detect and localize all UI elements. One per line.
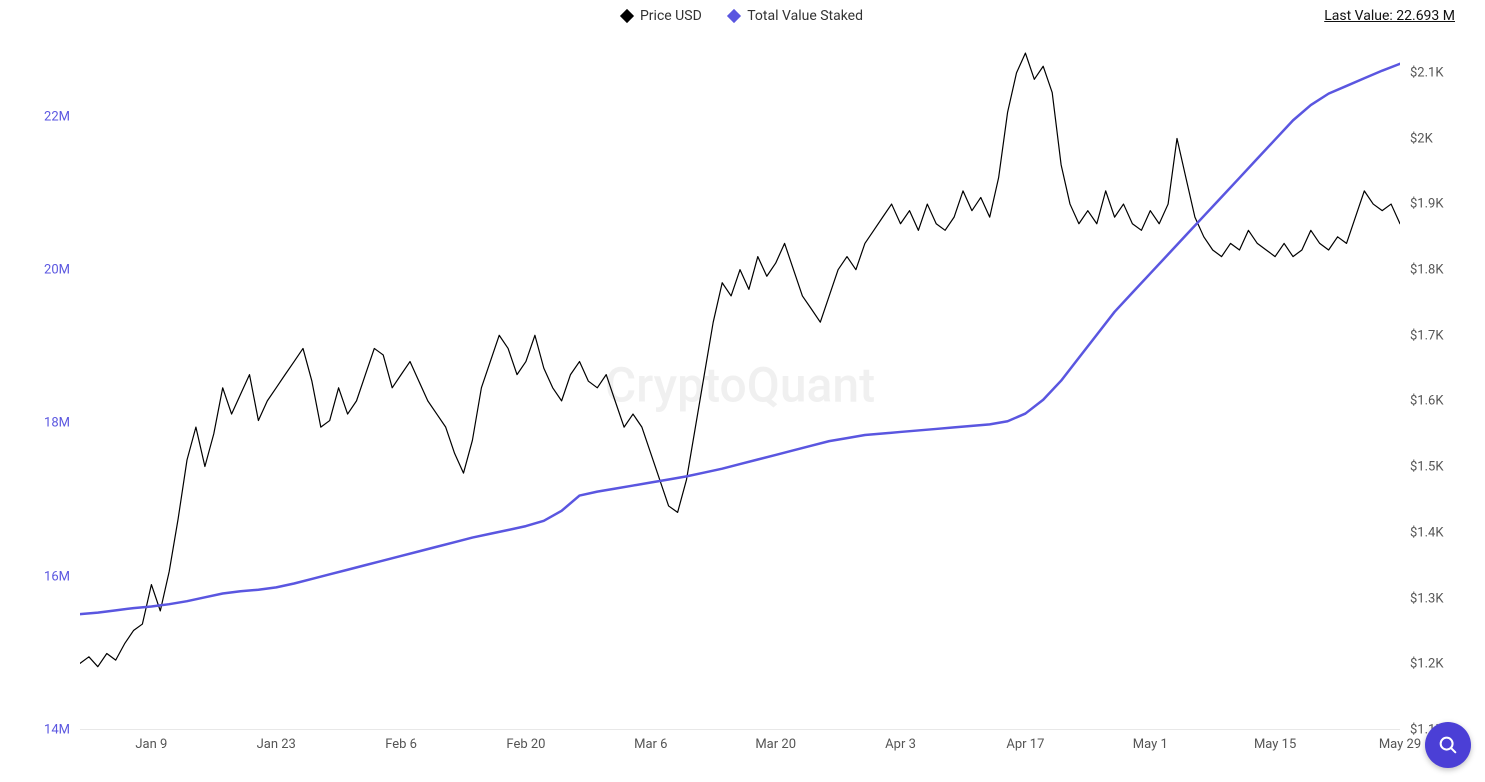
chart-plot-area[interactable]: CryptoQuant Jan 9Jan 23Feb 6Feb 20Mar 6M… xyxy=(80,40,1400,730)
y-axis-right-tick: $2K xyxy=(1410,131,1433,146)
x-axis-tick: Jan 9 xyxy=(135,737,167,752)
x-axis-tick: Mar 20 xyxy=(755,737,796,752)
chart-legend: Price USD Total Value Staked xyxy=(0,8,1485,25)
chart-svg xyxy=(80,40,1400,729)
legend-label: Price USD xyxy=(640,8,702,24)
legend-item-staked[interactable]: Total Value Staked xyxy=(729,8,863,24)
x-axis-tick: May 15 xyxy=(1254,737,1296,752)
series-staked-line xyxy=(80,64,1400,614)
y-axis-right-tick: $1.9K xyxy=(1410,197,1444,212)
legend-marker-price xyxy=(620,9,634,23)
y-axis-right-tick: $1.8K xyxy=(1410,263,1444,278)
y-axis-right-tick: $1.3K xyxy=(1410,591,1444,606)
y-axis-right-tick: $1.5K xyxy=(1410,460,1444,475)
x-axis-tick: Apr 17 xyxy=(1006,737,1044,752)
last-value-label[interactable]: Last Value: 22.693 M xyxy=(1324,8,1455,24)
magnify-icon xyxy=(1437,734,1459,756)
legend-label: Total Value Staked xyxy=(747,8,863,24)
y-axis-left-tick: 14M xyxy=(44,723,70,738)
chart-container: Price USD Total Value Staked Last Value:… xyxy=(0,0,1485,782)
legend-marker-staked xyxy=(727,9,741,23)
y-axis-left-tick: 22M xyxy=(44,109,70,124)
y-axis-right-tick: $1.2K xyxy=(1410,657,1444,672)
y-axis-right-tick: $1.6K xyxy=(1410,394,1444,409)
y-axis-left-tick: 20M xyxy=(44,263,70,278)
x-axis-tick: Feb 6 xyxy=(385,737,417,752)
legend-item-price[interactable]: Price USD xyxy=(622,8,702,24)
y-axis-left-tick: 18M xyxy=(44,416,70,431)
y-axis-left-tick: 16M xyxy=(44,569,70,584)
x-axis-tick: May 1 xyxy=(1133,737,1168,752)
x-axis-tick: Apr 3 xyxy=(885,737,916,752)
x-axis-tick: May 29 xyxy=(1379,737,1421,752)
zoom-button[interactable] xyxy=(1425,722,1471,768)
y-axis-right-tick: $2.1K xyxy=(1410,65,1444,80)
y-axis-right-tick: $1.4K xyxy=(1410,525,1444,540)
y-axis-right-tick: $1.7K xyxy=(1410,328,1444,343)
x-axis-tick: Mar 6 xyxy=(634,737,667,752)
x-axis-tick: Feb 20 xyxy=(506,737,545,752)
series-price-line xyxy=(80,53,1400,667)
x-axis-tick: Jan 23 xyxy=(257,737,296,752)
